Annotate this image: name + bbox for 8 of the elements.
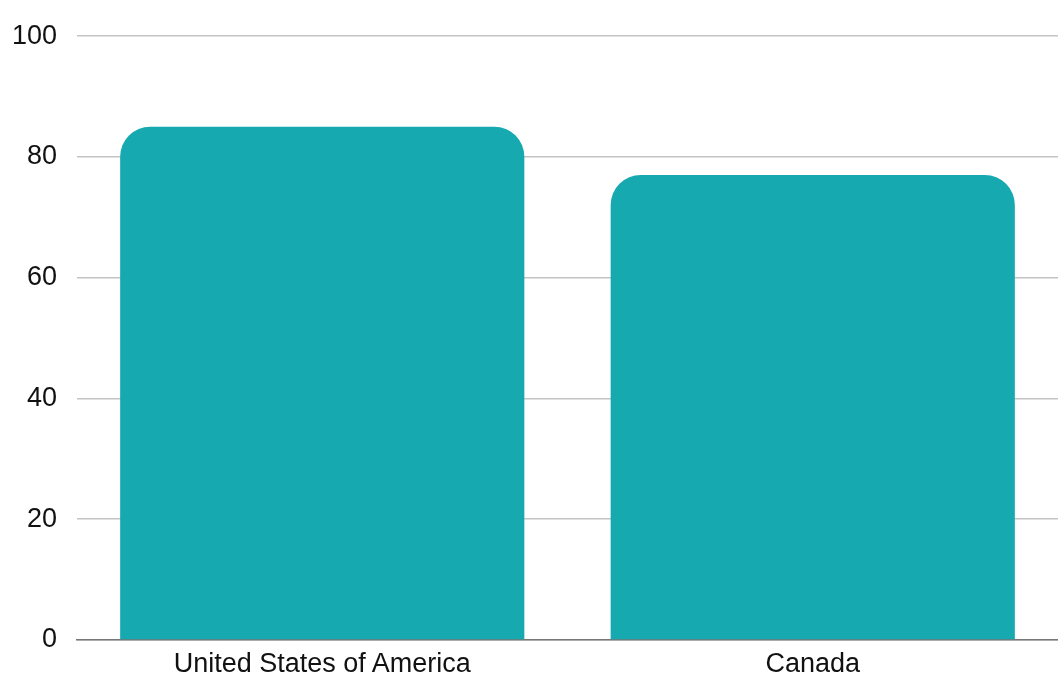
x-tick-label: United States of America [173, 647, 472, 678]
y-tick-label: 60 [26, 261, 57, 292]
y-tick-label: 20 [26, 502, 57, 533]
y-tick-label: 80 [26, 140, 57, 171]
y-tick-label: 40 [26, 381, 57, 412]
y-tick-label: 0 [41, 623, 57, 654]
y-tick-label: 100 [11, 19, 57, 50]
x-tick-label: Canada [765, 647, 862, 678]
